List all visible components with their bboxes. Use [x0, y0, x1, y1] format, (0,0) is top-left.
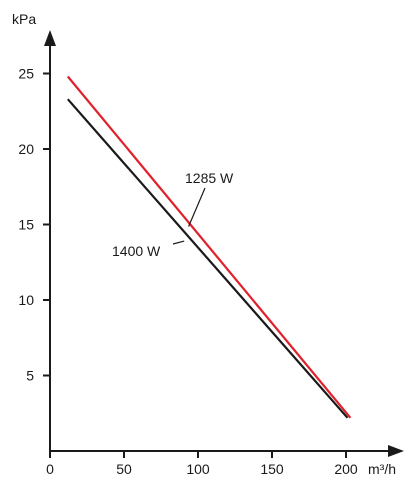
axes: kPa m³/h	[12, 11, 404, 477]
series-line-1400-w	[66, 98, 349, 419]
x-axis-arrow	[388, 445, 404, 457]
leader-line-1400-w	[172, 240, 185, 245]
ticks: 5 10 15 20 25 0 50 100 150 200	[18, 66, 357, 478]
x-axis-unit-label: m³/h	[368, 461, 396, 477]
y-tick-label-10: 10	[18, 292, 34, 308]
x-tick-label-100: 100	[186, 461, 210, 477]
x-tick-label-0: 0	[46, 461, 54, 477]
y-tick-label-5: 5	[26, 368, 34, 384]
annotations: 1285 W 1400 W	[112, 170, 234, 259]
y-axis-unit-label: kPa	[12, 11, 36, 27]
leader-line-1285-w	[188, 187, 206, 227]
y-tick-label-15: 15	[18, 217, 34, 233]
y-tick-label-20: 20	[18, 141, 34, 157]
y-axis-arrow	[44, 30, 56, 46]
y-tick-label-25: 25	[18, 66, 34, 82]
series-lines	[66, 75, 352, 419]
x-tick-label-200: 200	[334, 461, 358, 477]
series-label-1400-w: 1400 W	[112, 243, 161, 259]
series-line-1285-w	[66, 75, 352, 419]
x-tick-label-50: 50	[116, 461, 132, 477]
x-tick-label-150: 150	[260, 461, 284, 477]
series-label-1285-w: 1285 W	[185, 170, 234, 186]
